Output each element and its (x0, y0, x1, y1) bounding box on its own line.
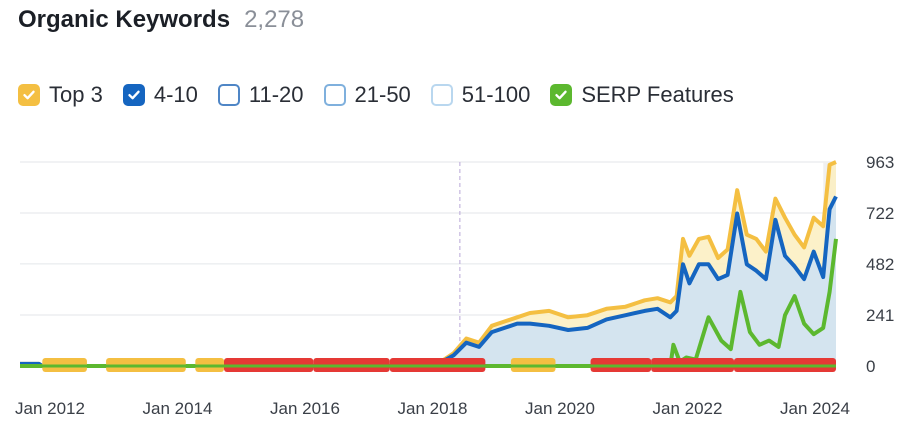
legend-item-21-50[interactable]: 21-50 (323, 82, 411, 108)
checkbox-icon[interactable] (550, 84, 573, 106)
legend-label: 4-10 (153, 82, 198, 107)
widget-header: Organic Keywords 2,278 (18, 6, 304, 34)
legend-item-4-10[interactable]: 4-10 (122, 82, 198, 108)
x-tick-label: Jan 2018 (398, 399, 468, 418)
y-tick-label: 0 (866, 357, 875, 376)
x-tick-label: Jan 2012 (15, 399, 85, 418)
y-tick-label: 722 (866, 204, 894, 223)
x-tick-label: Jan 2016 (270, 399, 340, 418)
keyword-count: 2,278 (244, 6, 305, 33)
legend-item-11-20[interactable]: 11-20 (217, 82, 304, 108)
legend-label: SERP Features (581, 82, 734, 107)
legend-item-top-3[interactable]: Top 3 (18, 82, 103, 108)
y-tick-label: 963 (866, 153, 894, 172)
checkbox-icon[interactable] (217, 84, 240, 106)
x-tick-label: Jan 2022 (653, 399, 723, 418)
series-line-4-10 (20, 195, 838, 368)
x-tick-label: Jan 2014 (143, 399, 213, 418)
legend-item-51-100[interactable]: 51-100 (430, 82, 531, 108)
legend-label: Top 3 (49, 82, 103, 107)
legend-item-serp-features[interactable]: SERP Features (550, 82, 734, 108)
legend-label: 21-50 (354, 82, 411, 107)
series-line-top-3 (20, 160, 837, 368)
checkbox-icon[interactable] (323, 84, 346, 106)
y-tick-label: 482 (866, 255, 894, 274)
x-tick-label: Jan 2024 (780, 399, 850, 418)
checkbox-icon[interactable] (122, 84, 145, 106)
legend: Top 3 4-10 11-20 21-50 51-100 SERP Featu… (18, 82, 754, 108)
widget-title: Organic Keywords (18, 6, 231, 33)
y-tick-label: 241 (866, 306, 894, 325)
checkbox-icon[interactable] (18, 84, 40, 106)
legend-label: 11-20 (248, 82, 304, 107)
area-4-10 (20, 196, 836, 366)
checkbox-icon[interactable] (430, 84, 453, 106)
organic-keywords-chart[interactable]: 963 722 482 241 0 Jan 2012 Jan 2014 Jan 2016 Jan… (0, 140, 919, 432)
x-tick-label: Jan 2020 (525, 399, 595, 418)
legend-label: 51-100 (461, 82, 531, 107)
